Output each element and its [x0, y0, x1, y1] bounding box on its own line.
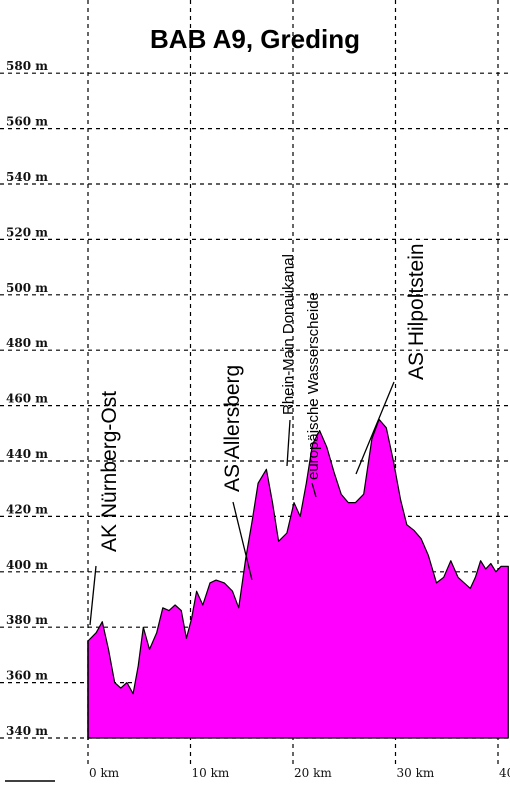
y-tick-label: 460 m [6, 392, 48, 406]
annotation-label: AS Allersberg [221, 365, 244, 492]
y-tick-label: 560 m [6, 115, 48, 129]
chart-title: BAB A9, Greding [150, 24, 360, 54]
x-tick-label: 40 [499, 766, 510, 780]
x-axis: 0 km 10 km 20 km 30 km 40 [89, 766, 510, 780]
y-tick-label: 420 m [6, 502, 48, 516]
annotation-leader [311, 482, 317, 498]
elevation-area [87, 418, 509, 739]
annotation-leader [286, 419, 291, 467]
annotations: AK Nürnberg-Ost AS Allersberg Rhein-Main D… [89, 243, 428, 626]
annotation-leader [89, 565, 97, 626]
y-tick-label: 360 m [6, 669, 48, 683]
y-tick-label: 500 m [6, 281, 48, 295]
annotation-label: europäische Wasserscheide [305, 292, 322, 480]
y-tick-label: 540 m [6, 170, 48, 184]
annotation-label: AS Hilpoltstein [405, 243, 428, 380]
annotation-label: Rhein-Main Donaukanal [280, 254, 297, 415]
y-axis: 340 m 360 m 380 m 400 m 420 m 440 m 460 m 480 m… [6, 59, 48, 738]
y-tick-label: 440 m [6, 447, 48, 461]
x-tick-label: 30 km [397, 766, 435, 780]
annotation-label: AK Nürnberg-Ost [98, 391, 121, 552]
annotation-leader [355, 381, 395, 475]
y-tick-label: 340 m [6, 724, 48, 738]
y-tick-label: 400 m [6, 558, 48, 572]
annotation-leader [232, 501, 253, 581]
y-tick-label: 580 m [6, 59, 48, 73]
y-tick-label: 380 m [6, 613, 48, 627]
x-tick-label: 0 km [89, 766, 120, 780]
y-tick-label: 480 m [6, 336, 48, 350]
y-tick-label: 520 m [6, 225, 48, 239]
x-tick-label: 10 km [192, 766, 230, 780]
x-tick-label: 20 km [294, 766, 332, 780]
